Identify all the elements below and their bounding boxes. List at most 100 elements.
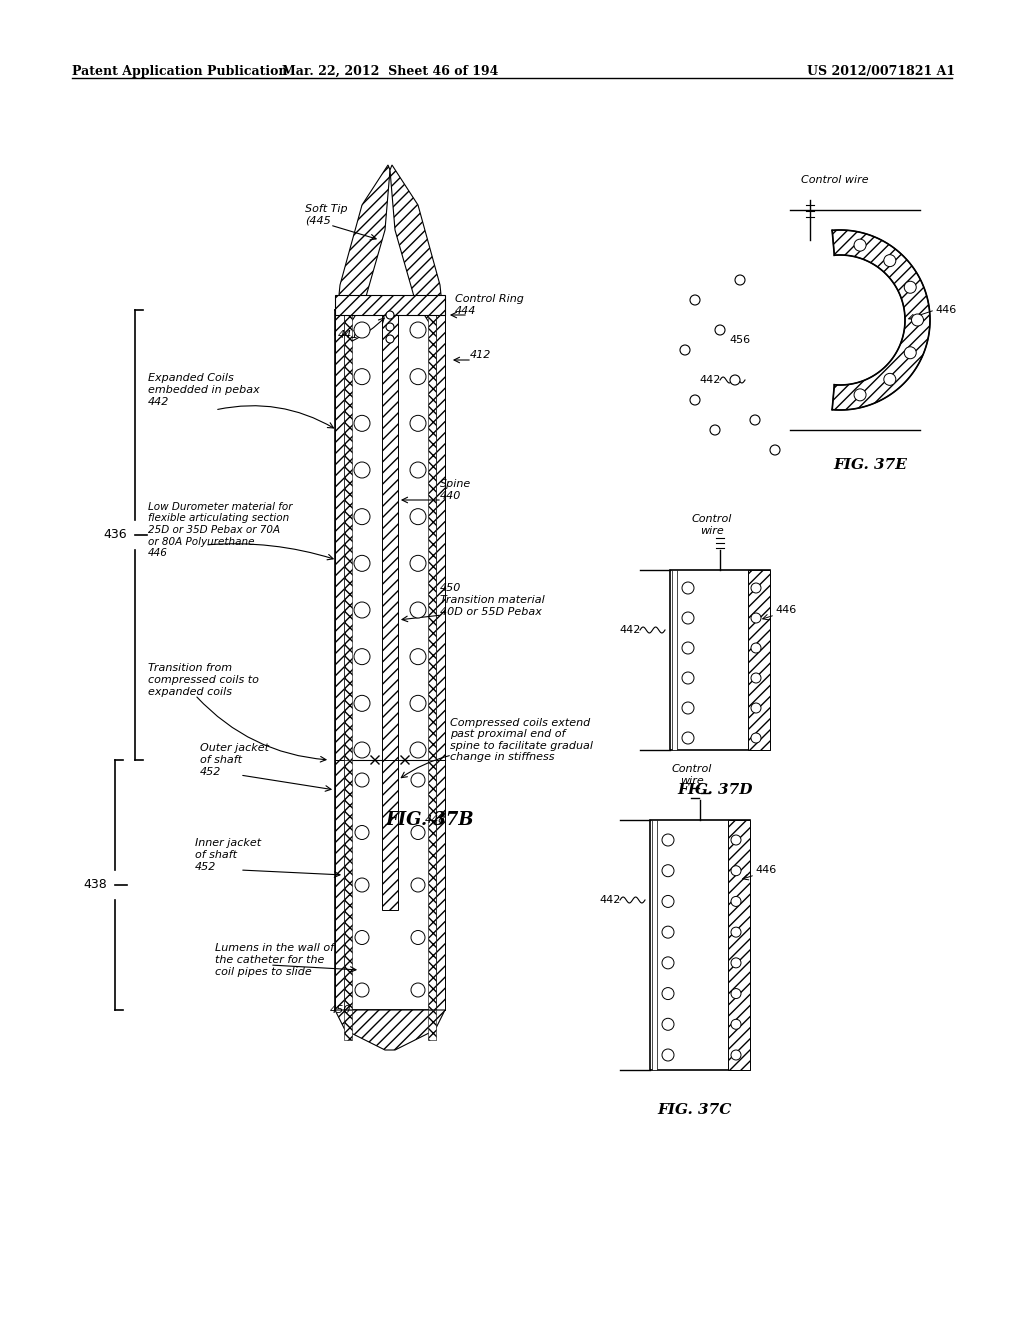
Circle shape	[355, 983, 369, 997]
Bar	[670, 570, 770, 750]
Circle shape	[354, 368, 370, 384]
Circle shape	[354, 602, 370, 618]
Circle shape	[884, 255, 896, 267]
Text: FIG. 37B: FIG. 37B	[386, 810, 474, 829]
Bar	[344, 760, 352, 1010]
Circle shape	[904, 347, 916, 359]
Circle shape	[751, 733, 761, 743]
Circle shape	[680, 345, 690, 355]
Circle shape	[730, 375, 740, 385]
Circle shape	[904, 281, 916, 293]
Circle shape	[751, 704, 761, 713]
Circle shape	[662, 957, 674, 969]
Text: 446: 446	[755, 865, 776, 875]
Circle shape	[751, 673, 761, 682]
Circle shape	[715, 325, 725, 335]
Circle shape	[710, 425, 720, 436]
Circle shape	[411, 774, 425, 787]
Circle shape	[355, 825, 369, 840]
Text: 456: 456	[729, 335, 751, 345]
Text: US 2012/0071821 A1: US 2012/0071821 A1	[807, 65, 955, 78]
Circle shape	[731, 836, 741, 845]
Circle shape	[386, 335, 394, 343]
Circle shape	[682, 702, 694, 714]
Circle shape	[354, 508, 370, 524]
Circle shape	[751, 583, 761, 593]
Circle shape	[731, 958, 741, 968]
Text: 450
Transition material
40D or 55D Pebax: 450 Transition material 40D or 55D Pebax	[440, 583, 545, 616]
Text: 450: 450	[330, 1005, 351, 1015]
Circle shape	[751, 643, 761, 653]
Circle shape	[770, 445, 780, 455]
Circle shape	[354, 462, 370, 478]
Circle shape	[354, 556, 370, 572]
Circle shape	[410, 696, 426, 711]
Circle shape	[410, 508, 426, 524]
Circle shape	[354, 696, 370, 711]
Text: Outer jacket
of shaft
452: Outer jacket of shaft 452	[200, 743, 269, 776]
Bar	[335, 310, 344, 760]
Circle shape	[690, 395, 700, 405]
Text: Control Ring
444: Control Ring 444	[455, 294, 524, 315]
Text: Soft Tip
(445: Soft Tip (445	[305, 205, 347, 226]
Bar	[652, 820, 657, 1071]
Text: Inner jacket
of shaft
452: Inner jacket of shaft 452	[195, 838, 261, 871]
Polygon shape	[335, 165, 390, 341]
Circle shape	[750, 414, 760, 425]
Bar	[335, 294, 445, 315]
Text: FIG. 37C: FIG. 37C	[657, 1104, 732, 1117]
Bar	[672, 570, 677, 750]
Bar	[382, 310, 398, 760]
Text: Mar. 22, 2012  Sheet 46 of 194: Mar. 22, 2012 Sheet 46 of 194	[282, 65, 499, 78]
Bar	[650, 820, 750, 1071]
Circle shape	[731, 866, 741, 875]
Text: 412: 412	[470, 350, 492, 360]
Circle shape	[354, 648, 370, 665]
Circle shape	[662, 865, 674, 876]
Bar	[728, 820, 750, 1071]
Circle shape	[735, 275, 745, 285]
Text: FIG. 37D: FIG. 37D	[677, 783, 753, 797]
Circle shape	[682, 733, 694, 744]
Bar	[436, 760, 445, 1010]
Polygon shape	[335, 1010, 445, 1049]
Circle shape	[731, 927, 741, 937]
Circle shape	[911, 314, 924, 326]
Circle shape	[854, 239, 866, 251]
Circle shape	[410, 602, 426, 618]
Circle shape	[662, 927, 674, 939]
Circle shape	[386, 312, 394, 319]
Text: Low Durometer material for
flexible articulating section
25D or 35D Pebax or 70A: Low Durometer material for flexible arti…	[148, 502, 293, 558]
Text: Patent Application Publication: Patent Application Publication	[72, 65, 288, 78]
Text: Control
wire: Control wire	[672, 764, 712, 785]
Bar	[428, 1010, 436, 1040]
Bar	[748, 570, 770, 750]
Circle shape	[690, 294, 700, 305]
Circle shape	[410, 368, 426, 384]
Bar	[428, 310, 436, 760]
Text: 448: 448	[425, 814, 446, 825]
Circle shape	[410, 322, 426, 338]
Circle shape	[386, 323, 394, 331]
Circle shape	[682, 642, 694, 653]
Text: 446: 446	[775, 605, 797, 615]
Text: Control wire: Control wire	[801, 176, 868, 185]
Circle shape	[354, 416, 370, 432]
Circle shape	[731, 896, 741, 907]
Circle shape	[411, 931, 425, 945]
Bar	[344, 310, 352, 760]
Text: FIG. 37E: FIG. 37E	[834, 458, 907, 473]
Circle shape	[731, 1019, 741, 1030]
Text: 441: 441	[337, 330, 358, 341]
Circle shape	[411, 825, 425, 840]
Circle shape	[410, 416, 426, 432]
Text: 442: 442	[599, 895, 621, 906]
Text: 438: 438	[83, 879, 106, 891]
Text: Spine
440: Spine 440	[440, 479, 471, 500]
Bar	[436, 310, 445, 760]
Text: 436: 436	[103, 528, 127, 541]
Text: 442: 442	[620, 624, 641, 635]
Circle shape	[731, 989, 741, 998]
Circle shape	[355, 774, 369, 787]
Circle shape	[662, 987, 674, 999]
